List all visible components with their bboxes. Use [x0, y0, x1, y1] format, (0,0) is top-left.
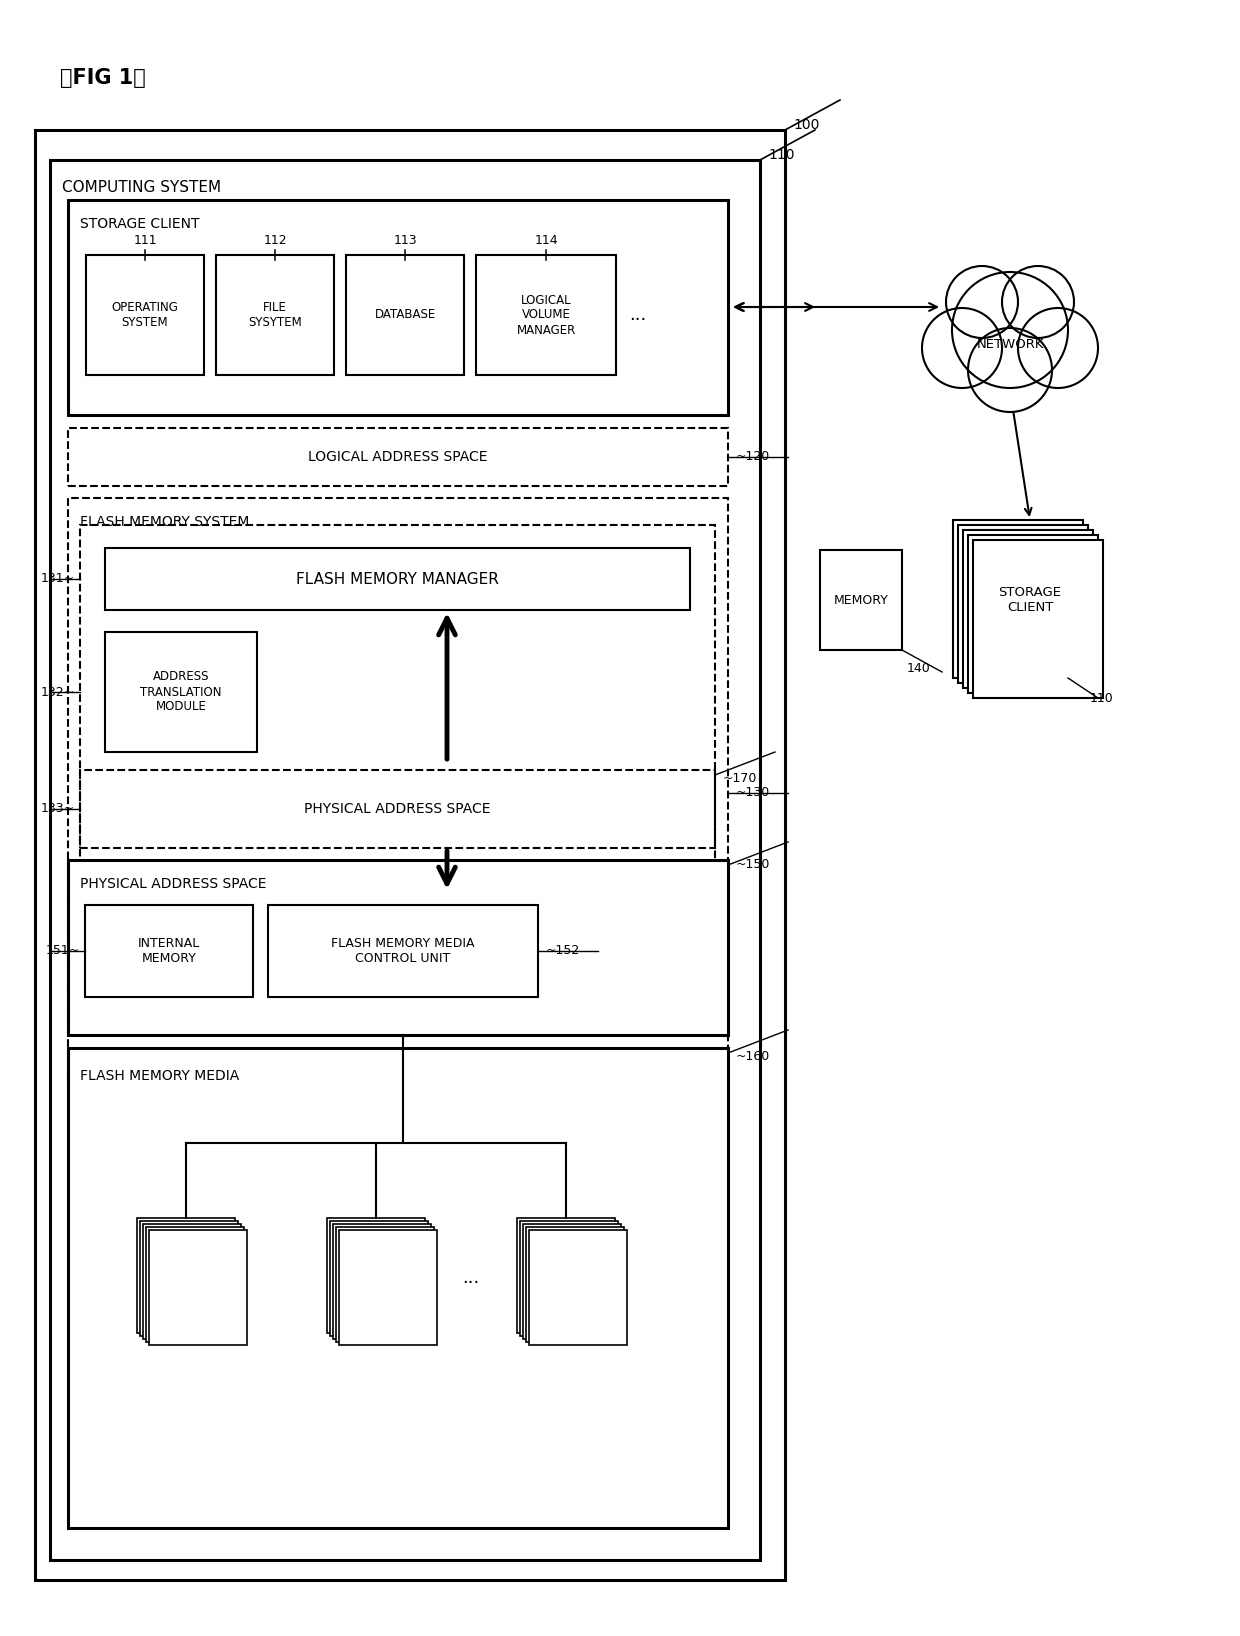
Text: ~152: ~152 — [546, 944, 580, 957]
Text: ~130: ~130 — [737, 787, 770, 800]
Text: STORAGE
CLIENT: STORAGE CLIENT — [998, 586, 1061, 614]
FancyBboxPatch shape — [105, 548, 689, 610]
FancyBboxPatch shape — [149, 1230, 247, 1345]
Text: 114: 114 — [534, 234, 558, 247]
FancyBboxPatch shape — [105, 631, 257, 753]
Text: ...: ... — [463, 1270, 480, 1288]
Circle shape — [946, 267, 1018, 339]
FancyBboxPatch shape — [330, 1220, 428, 1337]
Text: FLASH MEMORY MANAGER: FLASH MEMORY MANAGER — [295, 571, 498, 586]
FancyBboxPatch shape — [973, 540, 1104, 699]
Text: PHYSICAL ADDRESS SPACE: PHYSICAL ADDRESS SPACE — [304, 802, 490, 816]
FancyBboxPatch shape — [968, 535, 1097, 694]
Text: STORAGE CLIENT: STORAGE CLIENT — [81, 218, 200, 231]
Text: 131~: 131~ — [41, 573, 74, 586]
FancyBboxPatch shape — [517, 1217, 615, 1333]
FancyBboxPatch shape — [86, 905, 253, 996]
FancyBboxPatch shape — [954, 520, 1083, 677]
Circle shape — [1002, 267, 1074, 339]
Text: 140: 140 — [906, 661, 931, 674]
FancyBboxPatch shape — [526, 1227, 624, 1342]
Text: FLASH MEMORY SYSTEM: FLASH MEMORY SYSTEM — [81, 515, 249, 528]
Text: 113: 113 — [393, 234, 417, 247]
Text: ...: ... — [630, 306, 646, 324]
Text: LOGICAL ADDRESS SPACE: LOGICAL ADDRESS SPACE — [309, 450, 487, 465]
Text: NETWORK: NETWORK — [976, 339, 1044, 352]
FancyBboxPatch shape — [136, 1217, 236, 1333]
Text: PHYSICAL ADDRESS SPACE: PHYSICAL ADDRESS SPACE — [81, 877, 267, 892]
Text: LOGICAL
VOLUME
MANAGER: LOGICAL VOLUME MANAGER — [516, 293, 575, 337]
FancyBboxPatch shape — [529, 1230, 627, 1345]
FancyBboxPatch shape — [523, 1224, 621, 1338]
Text: INTERNAL
MEMORY: INTERNAL MEMORY — [138, 937, 200, 965]
FancyBboxPatch shape — [959, 525, 1087, 682]
Circle shape — [968, 327, 1052, 412]
Text: 110: 110 — [768, 147, 795, 162]
FancyBboxPatch shape — [140, 1220, 238, 1337]
Text: 133~: 133~ — [41, 803, 74, 815]
Text: FILE
SYSYTEM: FILE SYSYTEM — [248, 301, 301, 329]
Text: ~170: ~170 — [723, 772, 758, 785]
Text: 132~: 132~ — [41, 685, 74, 699]
FancyBboxPatch shape — [268, 905, 538, 996]
Text: MEMORY: MEMORY — [833, 594, 888, 607]
Text: FLASH MEMORY MEDIA
CONTROL UNIT: FLASH MEMORY MEDIA CONTROL UNIT — [331, 937, 475, 965]
Text: ~120: ~120 — [737, 450, 770, 463]
Text: 111: 111 — [133, 234, 156, 247]
Text: 110: 110 — [1090, 692, 1114, 705]
FancyBboxPatch shape — [86, 255, 205, 375]
Text: FLASH MEMORY MEDIA: FLASH MEMORY MEDIA — [81, 1068, 239, 1083]
FancyBboxPatch shape — [520, 1220, 618, 1337]
Text: ~150: ~150 — [737, 859, 770, 872]
FancyBboxPatch shape — [476, 255, 616, 375]
FancyBboxPatch shape — [334, 1224, 432, 1338]
FancyBboxPatch shape — [68, 861, 728, 1036]
FancyBboxPatch shape — [68, 200, 728, 416]
FancyBboxPatch shape — [963, 530, 1092, 689]
Text: 『FIG 1』: 『FIG 1』 — [60, 69, 146, 88]
FancyBboxPatch shape — [346, 255, 464, 375]
FancyBboxPatch shape — [143, 1224, 241, 1338]
Text: DATABASE: DATABASE — [374, 309, 435, 322]
FancyBboxPatch shape — [216, 255, 334, 375]
FancyBboxPatch shape — [339, 1230, 436, 1345]
Text: 112: 112 — [263, 234, 286, 247]
Text: 100: 100 — [794, 118, 820, 133]
Text: 151~: 151~ — [46, 944, 81, 957]
FancyBboxPatch shape — [820, 550, 901, 649]
FancyBboxPatch shape — [336, 1227, 434, 1342]
FancyBboxPatch shape — [68, 1049, 728, 1528]
FancyBboxPatch shape — [50, 160, 760, 1561]
Text: COMPUTING SYSTEM: COMPUTING SYSTEM — [62, 180, 221, 195]
Text: OPERATING
SYSTEM: OPERATING SYSTEM — [112, 301, 179, 329]
Text: ADDRESS
TRANSLATION
MODULE: ADDRESS TRANSLATION MODULE — [140, 671, 222, 713]
FancyBboxPatch shape — [327, 1217, 425, 1333]
FancyBboxPatch shape — [146, 1227, 244, 1342]
Circle shape — [923, 308, 1002, 388]
Circle shape — [1018, 308, 1097, 388]
Circle shape — [952, 272, 1068, 388]
Text: ~160: ~160 — [737, 1050, 770, 1062]
